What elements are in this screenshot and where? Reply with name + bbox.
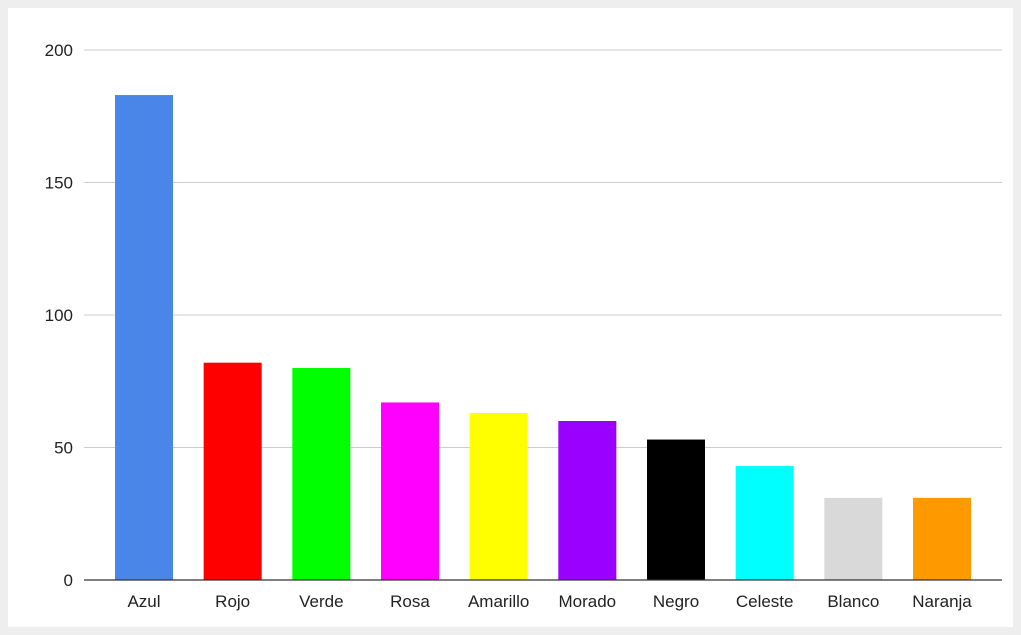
y-tick-label: 150: [45, 174, 73, 193]
x-axis-labels: Azul Rojo Verde Rosa Amarillo Morado Negro Cele…: [127, 592, 972, 611]
x-tick-label-blanco: Blanco: [827, 592, 879, 611]
y-tick-label: 50: [54, 439, 73, 458]
bar-blanco: [824, 497, 883, 580]
x-tick-label-verde: Verde: [299, 592, 343, 611]
x-tick-label-rojo: Rojo: [215, 592, 250, 611]
bar-verde: [292, 368, 351, 580]
bar-amarillo: [469, 413, 528, 580]
bars: [115, 95, 971, 581]
bar-naranja: [913, 497, 971, 580]
x-tick-label-amarillo: Amarillo: [468, 592, 529, 611]
bar-rosa: [381, 402, 439, 580]
x-tick-label-rosa: Rosa: [390, 592, 430, 611]
x-tick-label-azul: Azul: [127, 592, 160, 611]
bar-azul: [115, 95, 173, 581]
y-axis-ticks: 0 50 100 150 200: [45, 41, 73, 590]
bar-rojo: [203, 362, 262, 580]
y-tick-label: 0: [64, 571, 73, 590]
x-tick-label-naranja: Naranja: [912, 592, 972, 611]
bar-morado: [558, 421, 617, 580]
x-tick-label-celeste: Celeste: [736, 592, 794, 611]
y-tick-label: 200: [45, 41, 73, 60]
bar-celeste: [735, 466, 794, 580]
x-tick-label-negro: Negro: [653, 592, 699, 611]
x-tick-label-morado: Morado: [559, 592, 617, 611]
y-tick-label: 100: [45, 306, 73, 325]
bar-negro: [647, 439, 705, 580]
